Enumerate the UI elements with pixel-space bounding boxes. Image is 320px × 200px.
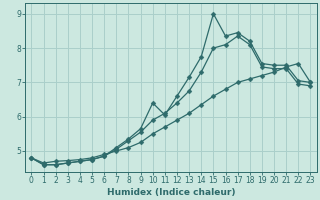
X-axis label: Humidex (Indice chaleur): Humidex (Indice chaleur) — [107, 188, 235, 197]
